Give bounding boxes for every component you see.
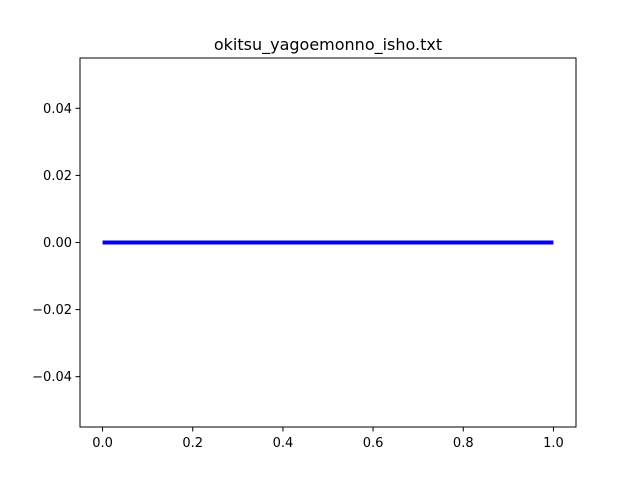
y-tick-label: −0.04 [32,370,72,385]
y-tick-label: 0.04 [43,102,72,117]
x-tick-label: 0.2 [182,436,203,451]
x-tick-label: 0.6 [363,436,384,451]
chart-title: okitsu_yagoemonno_isho.txt [214,35,442,55]
y-tick-label: −0.02 [32,303,72,318]
x-tick-label: 0.8 [453,436,474,451]
x-tick-label: 1.0 [543,436,564,451]
y-tick-label: 0.00 [43,236,72,251]
plot-area: 0.0 0.2 0.4 0.6 0.8 1.0 −0.04 −0.02 0.00 0.02 0.04 [32,57,577,451]
x-tick-label: 0.4 [273,436,294,451]
x-tick-label: 0.0 [92,436,113,451]
y-tick-label: 0.02 [43,169,72,184]
